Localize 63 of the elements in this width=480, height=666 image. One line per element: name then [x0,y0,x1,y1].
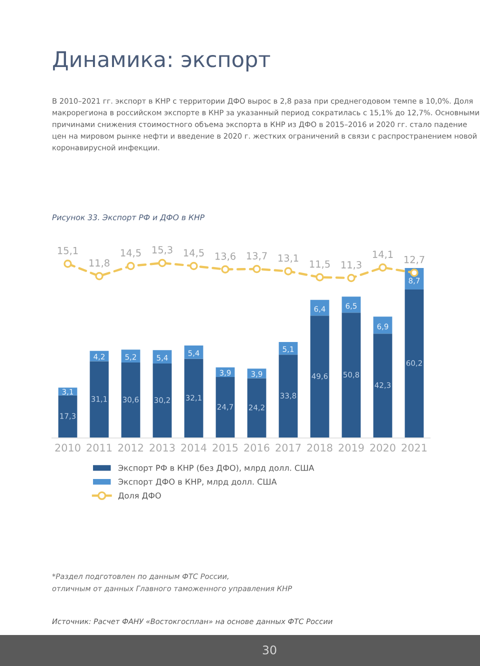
data-label: 11,8 [89,259,110,268]
bar [58,388,78,396]
data-label: 11,3 [341,261,362,270]
chart-title: Динамика: экспорт [53,51,270,72]
x-tick-label: 2011 [86,444,112,452]
x-tick-label: 2018 [307,444,332,452]
point [158,258,166,268]
x-tick-label: 2010 [55,444,80,452]
legend-label: Экспорт РФ в КНР (без ДФО), млрд долл. США [118,464,314,472]
bar [247,378,266,438]
x-tick-label: 2013 [150,444,175,452]
bar [184,345,204,359]
x-tick-label: 2020 [370,444,396,452]
point [126,262,135,270]
bar [310,300,330,316]
legend-label: Экспорт ДФО в КНР, млрд долл. США [118,478,277,486]
point [410,268,418,277]
legend-label: Доля ДФО [118,492,161,500]
point [95,272,104,280]
data-label: 15,1 [58,247,78,256]
data-label: 12,7 [404,256,424,264]
point [252,264,261,274]
bar [152,363,172,438]
bar [247,368,266,378]
bar [152,350,172,364]
bar [310,316,330,438]
bar [373,316,392,334]
x-tick-label: 2014 [181,444,206,452]
x-tick-label: 2015 [212,444,238,452]
bar [58,395,78,438]
point [347,274,356,282]
data-label: 14,5 [184,249,204,258]
x-tick-label: 2017 [276,444,301,452]
bar [121,350,140,362]
bar [404,289,424,438]
point [378,263,387,272]
data-label: 14,1 [372,250,393,259]
point [284,267,292,276]
data-label: 11,5 [310,260,330,269]
bar [90,350,109,362]
bar [342,312,361,438]
bar [278,342,298,355]
point [316,273,324,282]
bar [90,361,109,438]
point [190,262,198,270]
x-tick-label: 2012 [118,444,143,452]
text: 30 [262,645,276,654]
x-tick-label: 2019 [338,444,364,452]
bar [342,296,361,313]
bar [121,362,140,438]
point [221,265,230,274]
data-label: 13,6 [215,252,236,261]
bar [278,354,298,438]
data-label: 15,3 [152,246,172,254]
data-label: 13,7 [246,252,267,260]
x-tick-label: 2021 [402,444,427,452]
data-label: 14,5 [120,249,141,258]
data-label: 13,1 [278,254,298,263]
bar [184,358,204,438]
bar [216,377,235,438]
bar [373,334,392,438]
x-tick-label: 2016 [244,444,270,452]
point [64,260,72,268]
